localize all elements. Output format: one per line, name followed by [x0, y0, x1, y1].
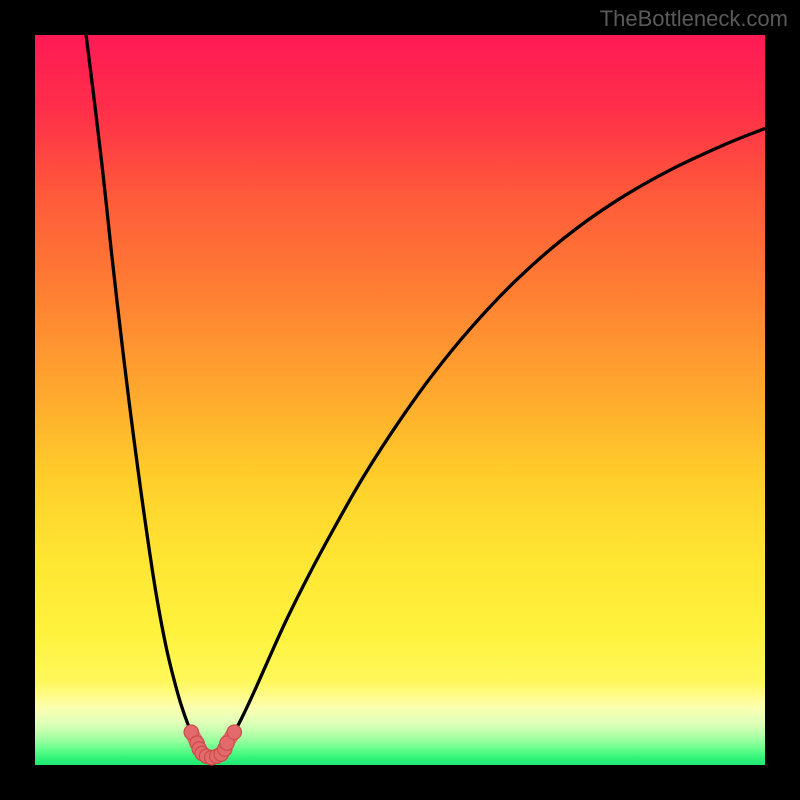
curves-layer: [35, 35, 765, 765]
right-curve: [227, 128, 765, 743]
valley-marker-dot: [227, 725, 241, 739]
left-curve: [86, 35, 197, 743]
plot-area: [35, 35, 765, 765]
watermark-text: TheBottleneck.com: [600, 6, 788, 32]
